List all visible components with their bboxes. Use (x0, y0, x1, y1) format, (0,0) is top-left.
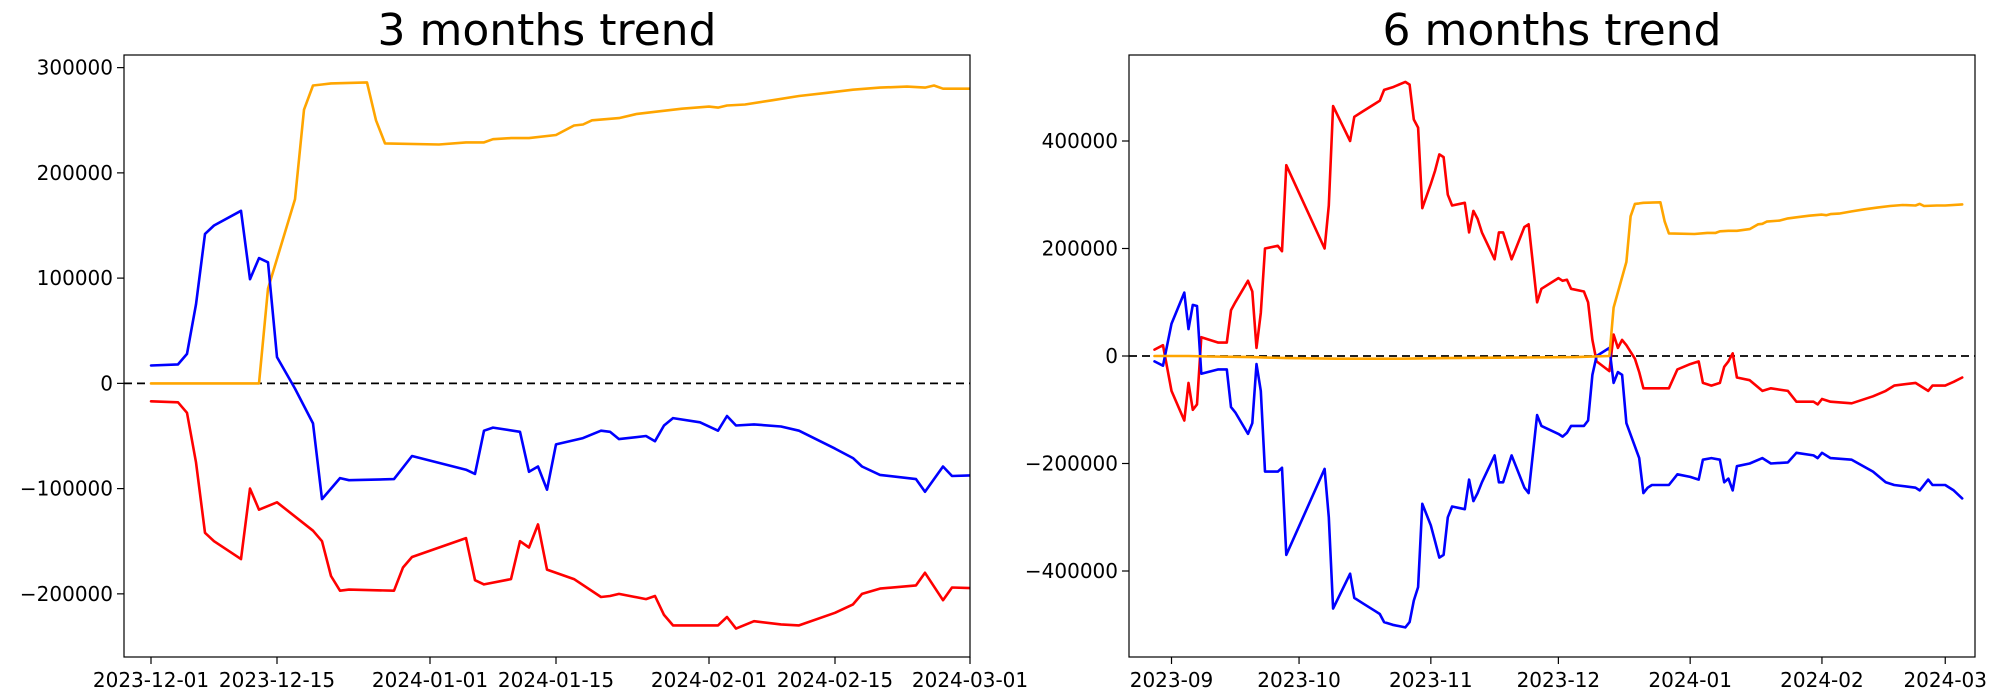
x-tick-label: 2024-01 (1648, 668, 1732, 692)
series-line-1 (149, 81, 970, 385)
x-tick-label: 2023-10 (1257, 668, 1341, 692)
y-tick-label: 0 (100, 371, 113, 395)
chart-title: 3 months trend (378, 5, 717, 56)
x-tick-label: 2023-11 (1389, 668, 1473, 692)
x-tick-label: 2024-01-15 (498, 668, 614, 692)
chart-title: 6 months trend (1383, 5, 1722, 56)
y-tick-label: 0 (1105, 344, 1118, 368)
chart-6-months-trend: 6 months trend −400000 −200000 0 200000 4000… (1025, 5, 1987, 692)
x-tick-label: 2024-02-15 (777, 668, 893, 692)
x-tick-label: 2024-03-01 (912, 668, 1028, 692)
y-tick-label: 300000 (37, 56, 113, 80)
x-tick-label: 2024-03 (1903, 668, 1987, 692)
y-tick-label: −200000 (1025, 452, 1118, 476)
series-line-2 (149, 209, 970, 501)
x-tick-label: 2023-12-15 (219, 668, 335, 692)
series-line-3 (149, 400, 970, 630)
plot-frame (123, 54, 971, 658)
x-tick-label: 2024-02 (1780, 668, 1864, 692)
y-tick-label: −400000 (1025, 559, 1118, 583)
series-line-2 (1153, 291, 1964, 629)
y-tick-label: −100000 (20, 477, 113, 501)
y-tick-label: 100000 (37, 266, 113, 290)
y-tick-label: −200000 (20, 582, 113, 606)
x-tick-label: 2023-09 (1130, 668, 1214, 692)
y-tick-label: 200000 (1042, 237, 1118, 261)
x-tick-label: 2024-02-01 (651, 668, 767, 692)
chart-3-months-trend: 3 months trend −200000 −100000 0 100000 2000… (20, 5, 1028, 692)
series-line-3 (1153, 201, 1964, 360)
x-tick-label: 2024-01-01 (372, 668, 488, 692)
series-line-1 (1153, 80, 1964, 422)
x-tick-label: 2023-12 (1517, 668, 1601, 692)
x-tick-label: 2023-12-01 (93, 668, 209, 692)
y-tick-label: 400000 (1042, 129, 1118, 153)
y-tick-label: 200000 (37, 161, 113, 185)
